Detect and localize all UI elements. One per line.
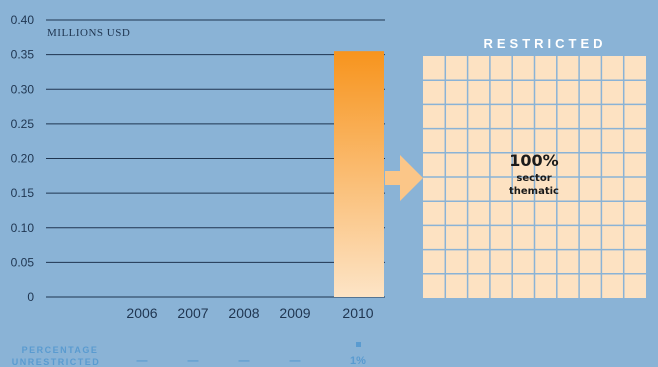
y-tick-label: 0.30 xyxy=(11,82,35,96)
pct-unrestricted-value: — xyxy=(137,355,148,367)
pct-marker xyxy=(356,342,361,347)
x-tick-label: 2006 xyxy=(126,305,157,321)
restricted-line2: thematic xyxy=(509,186,559,197)
bar xyxy=(334,51,384,297)
unit-label: MILLIONS USD xyxy=(47,27,130,39)
transfer-arrow xyxy=(385,155,423,201)
x-tick-label: 2007 xyxy=(177,305,208,321)
pct-unrestricted-value: — xyxy=(188,355,199,367)
y-tick-label: 0.40 xyxy=(11,13,35,27)
pct-unrestricted-label-2: UNRESTRICTED xyxy=(12,357,101,367)
y-tick-label: 0.25 xyxy=(11,117,35,131)
y-tick-label: 0.05 xyxy=(11,255,35,269)
y-tick-label: 0.20 xyxy=(11,152,35,166)
restricted-grid xyxy=(423,56,646,298)
pct-unrestricted-value: 1% xyxy=(350,355,366,367)
pct-unrestricted-value: — xyxy=(239,355,250,367)
restricted-title: RESTRICTED xyxy=(483,36,606,51)
x-tick-label: 2010 xyxy=(342,305,373,321)
restricted-percent: 100% xyxy=(509,151,558,170)
y-tick-label: 0.10 xyxy=(11,221,35,235)
x-tick-label: 2009 xyxy=(279,305,310,321)
y-tick-label: 0.35 xyxy=(11,48,35,62)
restricted-line1: sector xyxy=(516,173,551,184)
y-tick-label: 0.15 xyxy=(11,186,35,200)
pct-unrestricted-value: — xyxy=(290,355,301,367)
pct-unrestricted-label-1: PERCENTAGE xyxy=(22,345,99,355)
y-tick-label: 0 xyxy=(27,290,34,304)
x-tick-label: 2008 xyxy=(228,305,259,321)
